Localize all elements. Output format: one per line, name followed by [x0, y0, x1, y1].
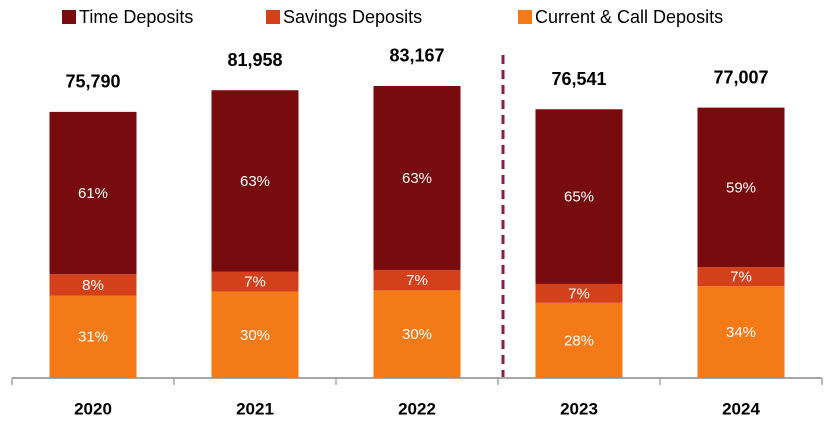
total-label: 83,167	[389, 46, 444, 66]
legend-label: Savings Deposits	[283, 7, 422, 27]
bar-segment	[49, 274, 137, 296]
x-tick-label: 2023	[560, 399, 598, 418]
segment-label: 7%	[568, 285, 590, 302]
segment-label: 63%	[402, 170, 432, 187]
segment-label: 30%	[402, 326, 432, 343]
bar-segment	[211, 90, 299, 272]
bar-segment	[373, 269, 461, 291]
segment-label: 8%	[82, 277, 104, 294]
x-tick-label: 2020	[74, 399, 112, 418]
x-tick-label: 2022	[398, 399, 436, 418]
segment-label: 63%	[240, 173, 270, 190]
segment-label: 34%	[726, 324, 756, 341]
bar-segment	[535, 302, 623, 378]
segment-label: 28%	[564, 332, 594, 349]
bar-segment	[49, 295, 137, 378]
total-label: 76,541	[551, 69, 606, 89]
x-tick-label: 2021	[236, 399, 274, 418]
bar-segment	[697, 267, 785, 287]
segment-label: 61%	[78, 185, 108, 202]
x-tick-label: 2024	[722, 399, 760, 418]
segment-label: 7%	[730, 269, 752, 286]
legend-swatch	[518, 10, 532, 24]
legend-swatch	[266, 10, 280, 24]
segment-label: 7%	[244, 274, 266, 291]
bar-segment	[373, 290, 461, 378]
total-label: 81,958	[227, 50, 282, 70]
legend-label: Time Deposits	[79, 7, 193, 27]
total-label: 77,007	[713, 67, 768, 87]
bar-segment	[535, 283, 623, 303]
segment-label: 59%	[726, 179, 756, 196]
total-label: 75,790	[65, 72, 120, 92]
bar-segment	[373, 85, 461, 270]
bar-segment	[211, 291, 299, 378]
segment-label: 30%	[240, 327, 270, 344]
segment-label: 7%	[406, 272, 428, 289]
segment-label: 65%	[564, 189, 594, 206]
legend-label: Current & Call Deposits	[535, 7, 723, 27]
segment-label: 31%	[78, 329, 108, 346]
legend-swatch	[62, 10, 76, 24]
bar-segment	[697, 286, 785, 378]
bar-segment	[697, 107, 785, 268]
bar-segment	[211, 271, 299, 292]
bar-segment	[535, 109, 623, 284]
bar-segment	[49, 111, 137, 275]
